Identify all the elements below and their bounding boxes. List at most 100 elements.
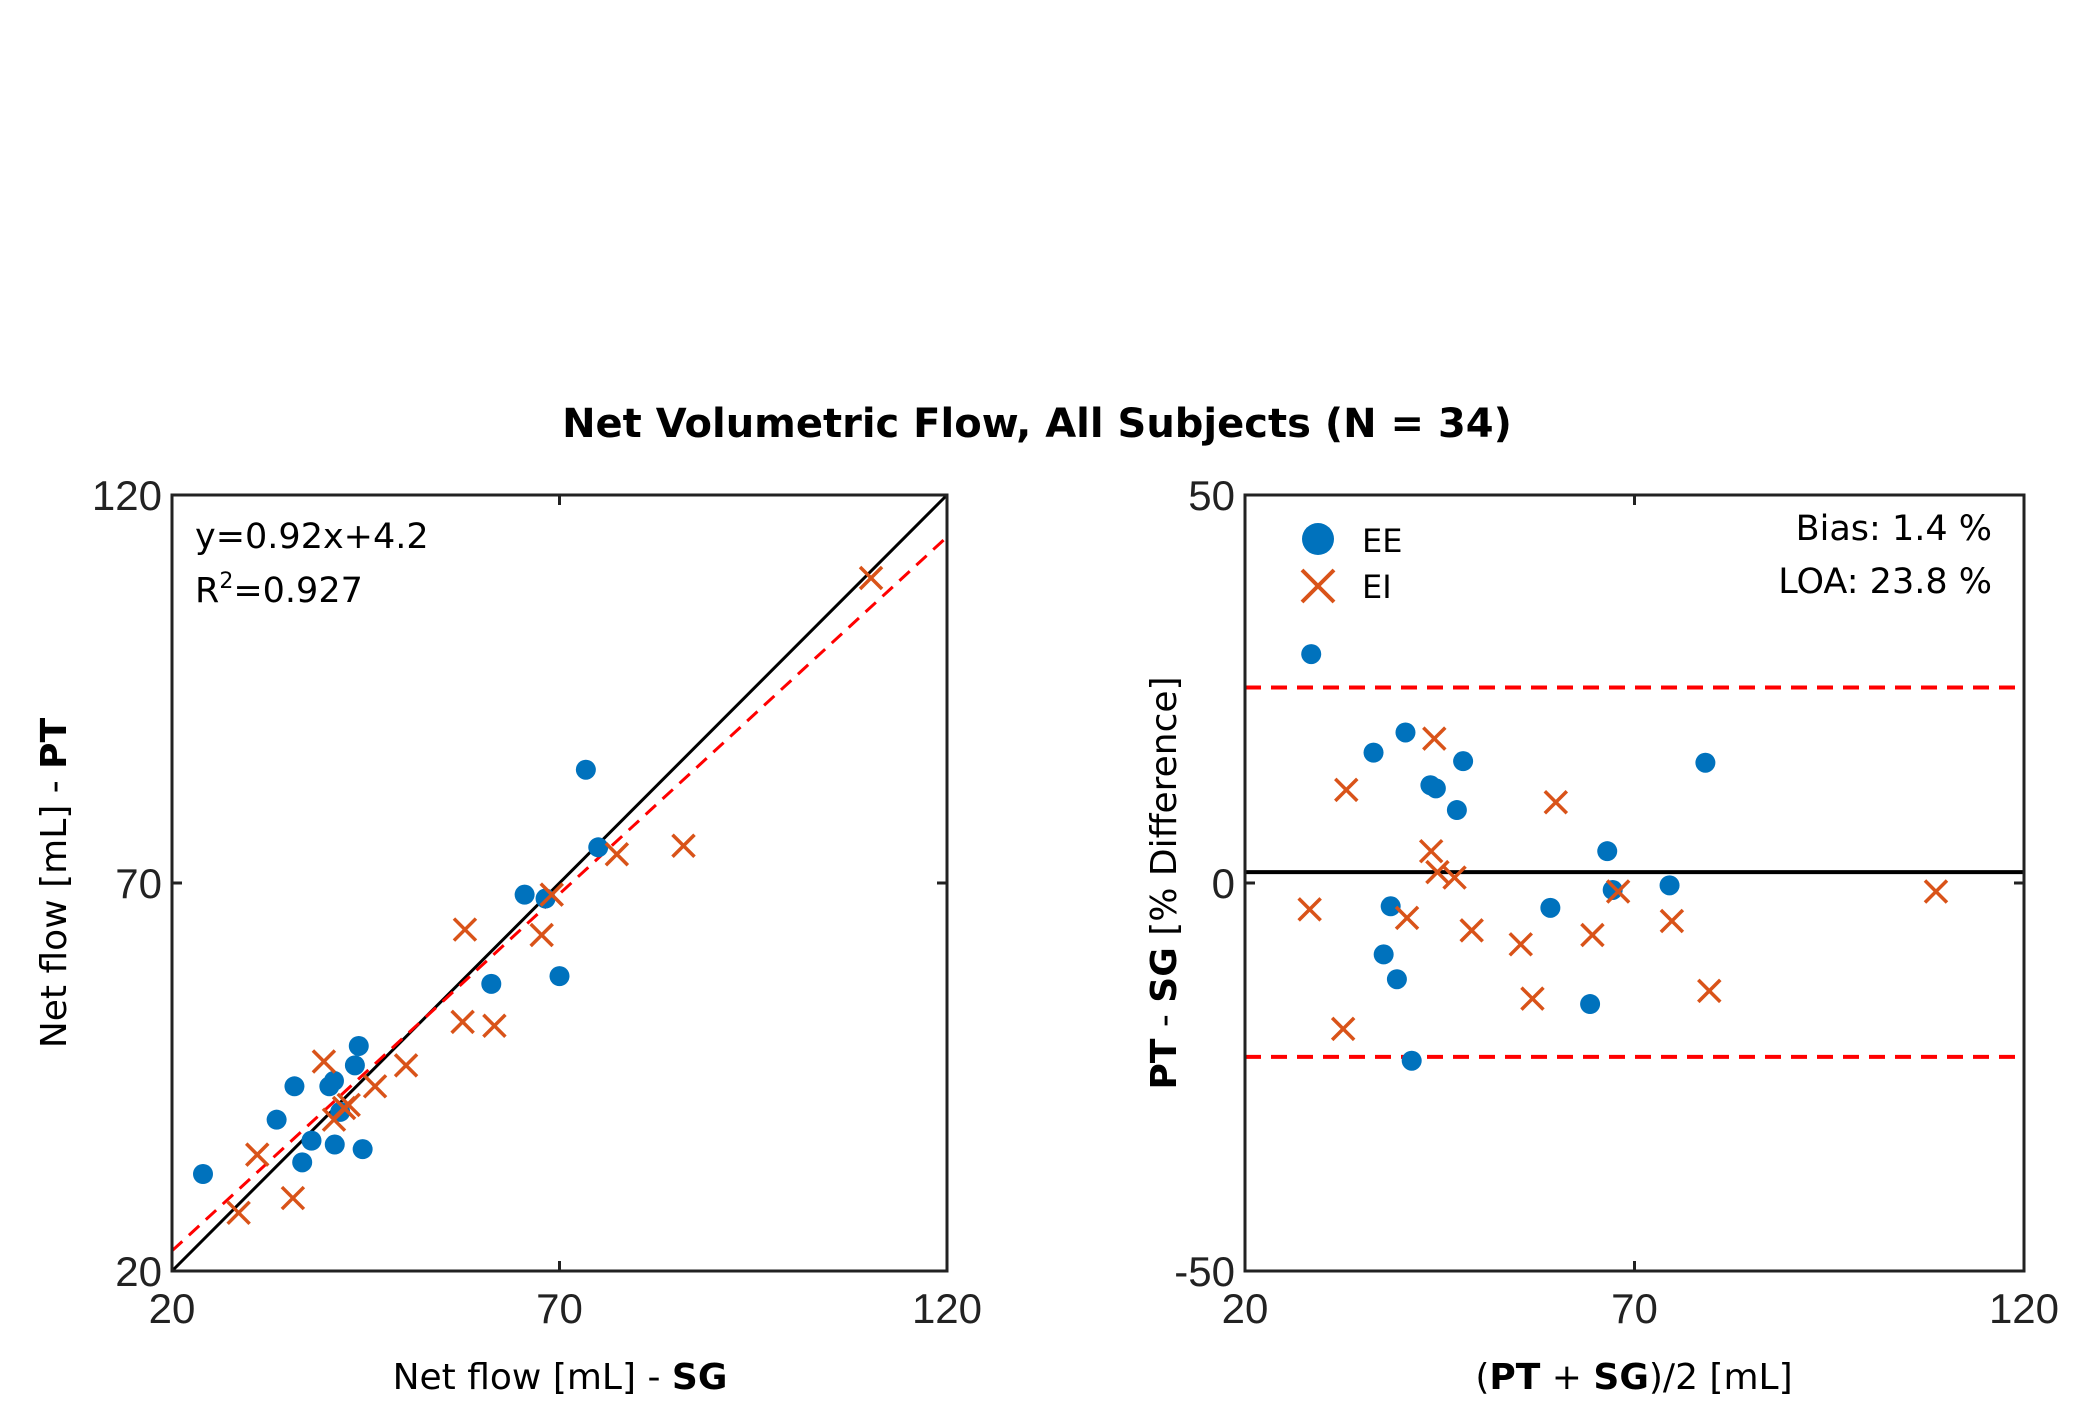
right-ei-point-11 xyxy=(1520,986,1545,1011)
right-ee-point-12 xyxy=(1540,897,1561,918)
cross-stroke xyxy=(671,833,696,858)
left-ee-point-7 xyxy=(323,1070,344,1091)
left-ee-point-12 xyxy=(352,1139,373,1160)
cross-stroke xyxy=(1297,897,1322,922)
cross-stroke xyxy=(1580,922,1605,948)
left-ytick-label: 120 xyxy=(92,472,162,519)
legend-ee-marker xyxy=(1302,523,1334,555)
right-ei-point-12 xyxy=(1543,790,1569,815)
left-ei-point-9 xyxy=(393,1053,419,1078)
left-ee-point-2 xyxy=(266,1109,287,1130)
left-ee-point-1 xyxy=(193,1164,213,1184)
cross-stroke xyxy=(1659,908,1685,934)
cross-stroke xyxy=(1334,777,1359,803)
cross-stroke xyxy=(858,565,884,591)
left-ee-points xyxy=(193,759,609,1184)
left-ei-point-13 xyxy=(529,922,554,948)
right-ei-point-7 xyxy=(1425,859,1450,885)
cross-stroke xyxy=(1422,726,1447,751)
cross-stroke xyxy=(1394,905,1420,931)
bland-altman-plot: 20 70 120 -50 0 50 EE EI Bias: 1.4 % LOA: 23.… xyxy=(1144,472,2059,1398)
legend-ei-marker xyxy=(1300,568,1336,604)
left-ei-point-2 xyxy=(245,1142,270,1167)
cross-stroke xyxy=(604,842,630,867)
left-ee-point-17 xyxy=(575,759,596,780)
right-ei-point-14 xyxy=(1605,879,1631,904)
left-ytick-label: 20 xyxy=(115,1248,162,1295)
left-ei-point-4 xyxy=(311,1049,337,1074)
right-ee-point-4 xyxy=(1380,896,1401,917)
cross-stroke xyxy=(1697,978,1722,1004)
cross-stroke xyxy=(1508,932,1534,957)
left-ei-point-12 xyxy=(482,1013,507,1039)
cross-stroke xyxy=(1425,859,1450,885)
identity-line xyxy=(170,493,949,1273)
left-xtick-label: 120 xyxy=(912,1285,982,1332)
right-ee-point-17 xyxy=(1695,752,1716,773)
right-xtick-label: 20 xyxy=(1222,1285,1269,1332)
left-ei-point-16 xyxy=(671,833,696,858)
left-ee-point-5 xyxy=(301,1130,322,1151)
right-ei-point-8 xyxy=(1442,865,1467,890)
right-ee-point-15 xyxy=(1602,879,1623,900)
cross-stroke xyxy=(1418,838,1444,864)
right-ei-point-13 xyxy=(1580,922,1605,948)
right-ei-point-6 xyxy=(1422,726,1447,751)
left-ei-point-7 xyxy=(336,1092,361,1118)
cross-stroke xyxy=(280,1185,306,1211)
right-xtick-label: 70 xyxy=(1611,1285,1658,1332)
right-ytick-label: -50 xyxy=(1174,1248,1235,1295)
right-ee-point-6 xyxy=(1395,722,1416,743)
left-y-axis-label: Net flow [mL] - PT xyxy=(34,717,75,1048)
left-ei-point-14 xyxy=(539,882,564,907)
right-ee-point-5 xyxy=(1386,969,1407,990)
right-ee-points xyxy=(1301,644,1716,1071)
right-ee-point-16 xyxy=(1659,875,1680,896)
left-ee-point-11 xyxy=(348,1035,369,1056)
right-y-axis-label: PT - SG [% Difference] xyxy=(1144,676,1185,1089)
right-ei-point-9 xyxy=(1459,918,1484,943)
left-xtick-label: 70 xyxy=(536,1285,583,1332)
left-ei-point-1 xyxy=(226,1200,251,1226)
cross-stroke xyxy=(311,1049,337,1074)
right-ei-point-5 xyxy=(1418,838,1444,864)
legend: EE EI xyxy=(1300,522,1402,606)
cross-stroke xyxy=(1543,790,1569,815)
left-ee-point-8 xyxy=(324,1134,345,1155)
right-ee-point-13 xyxy=(1580,994,1601,1015)
right-ee-point-10 xyxy=(1446,800,1467,821)
right-ei-point-4 xyxy=(1394,905,1420,931)
right-ei-point-2 xyxy=(1330,1016,1356,1042)
left-ee-point-16 xyxy=(549,966,570,987)
cross-stroke xyxy=(1605,879,1631,904)
right-axes-box xyxy=(1243,493,2026,1273)
cross-stroke xyxy=(1923,879,1949,904)
right-ee-point-7 xyxy=(1401,1050,1422,1071)
right-ei-point-3 xyxy=(1334,777,1359,803)
right-ei-point-10 xyxy=(1508,932,1534,957)
equation-text: y=0.92x+4.2 xyxy=(195,517,429,557)
right-ee-point-14 xyxy=(1597,841,1618,862)
cross-stroke xyxy=(1442,865,1467,890)
left-ee-point-3 xyxy=(284,1076,305,1097)
left-ticks: 20 70 120 20 70 120 xyxy=(92,472,982,1332)
cross-stroke xyxy=(529,922,554,948)
left-xtick-label: 20 xyxy=(149,1285,196,1332)
left-ee-point-13 xyxy=(481,973,502,994)
right-ytick-label: 50 xyxy=(1188,472,1235,519)
right-ytick-label: 0 xyxy=(1212,860,1235,907)
left-ei-point-17 xyxy=(858,565,884,591)
left-lines xyxy=(170,493,949,1273)
bias-text: Bias: 1.4 % xyxy=(1796,509,1992,549)
right-ee-point-11 xyxy=(1453,751,1474,772)
right-xtick-label: 120 xyxy=(1989,1285,2059,1332)
cross-stroke xyxy=(393,1053,419,1078)
cross-stroke xyxy=(539,882,564,907)
r-squared-text: R2=0.927 xyxy=(195,569,363,611)
legend-ee-label: EE xyxy=(1362,522,1402,560)
cross-stroke xyxy=(450,1009,475,1035)
legend-ei-label: EI xyxy=(1362,568,1392,606)
right-ei-points xyxy=(1297,726,1949,1042)
left-ee-point-10 xyxy=(344,1055,365,1076)
